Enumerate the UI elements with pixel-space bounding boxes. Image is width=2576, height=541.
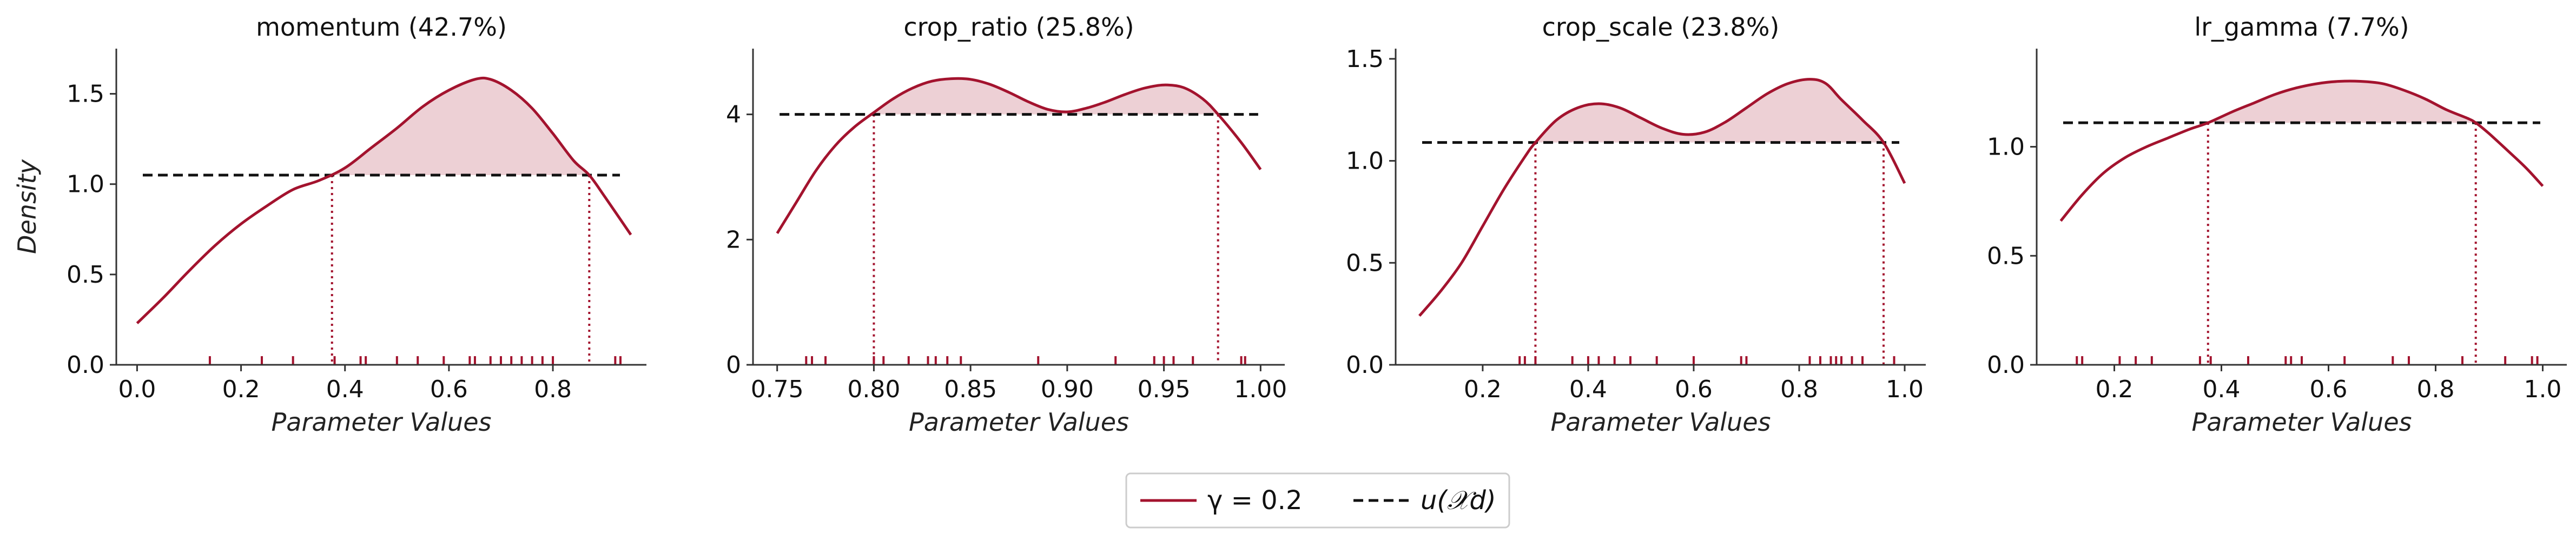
x-tick-label: 0.85 [944, 376, 997, 403]
x-tick-label: 0.2 [2096, 376, 2134, 403]
x-tick-label: 0.6 [1675, 376, 1713, 403]
y-tick-label: 1.0 [1987, 133, 2025, 161]
density-line [776, 77, 1262, 235]
density-line [136, 76, 632, 324]
x-tick-label: 1.0 [2524, 376, 2561, 403]
density-line [1418, 78, 1906, 317]
x-tick-label: 0.6 [430, 376, 468, 403]
x-tick-label: 0.80 [847, 376, 900, 403]
legend-uniform-label: u(𝒳d) [1421, 485, 1496, 516]
y-tick-label: 0.5 [67, 261, 104, 289]
y-tick-label: 0.0 [1987, 351, 2025, 379]
chart-title: crop_scale (23.8%) [1542, 12, 1780, 42]
x-tick-label: 0.6 [2310, 376, 2348, 403]
x-tick-label: 0.8 [534, 376, 572, 403]
x-tick-label: 1.0 [1886, 376, 1924, 403]
x-tick-label: 0.2 [1464, 376, 1502, 403]
x-axis-label: Parameter Values [1551, 408, 1771, 437]
subplot-3: 0.2 0.4 0.6 0.8 1.0 0.0 0.5 1.0 lr_gamma (7.7%) P… [1987, 12, 2567, 437]
y-tick-label: 1.0 [1346, 148, 1384, 175]
x-tick-label: 0.0 [118, 376, 156, 403]
x-tick-label: 0.4 [2203, 376, 2241, 403]
y-tick-label: 0.0 [1346, 351, 1384, 379]
density-fill-region [332, 79, 590, 175]
x-tick-label: 0.8 [1780, 376, 1818, 403]
density-fill-region [1535, 79, 1884, 143]
density-fill-region [874, 78, 1218, 115]
y-tick-label: 0.5 [1346, 249, 1384, 277]
legend: γ = 0.2 u(𝒳d) [1125, 472, 1510, 529]
x-tick-label: 0.4 [1569, 376, 1607, 403]
y-tick-label: 1.5 [67, 81, 104, 108]
x-axis-label: Parameter Values [909, 408, 1129, 437]
x-axis-label: Parameter Values [272, 408, 492, 437]
density-fill-region [2208, 81, 2476, 123]
chart-title: crop_ratio (25.8%) [903, 12, 1134, 42]
subplot-panels: 0.0 0.2 0.4 0.6 0.8 0.0 0.5 1.0 1.5 momentum (42.… [12, 12, 2567, 437]
chart-title: momentum (42.7%) [256, 12, 507, 42]
subplot-0: 0.0 0.2 0.4 0.6 0.8 0.0 0.5 1.0 1.5 momentum (42.… [12, 12, 646, 437]
x-axis-label: Parameter Values [2192, 408, 2412, 437]
x-tick-label: 0.2 [222, 376, 260, 403]
density-line [2059, 79, 2544, 222]
y-tick-label: 2 [726, 226, 741, 253]
chart-title: lr_gamma (7.7%) [2194, 12, 2409, 42]
y-tick-label: 0.5 [1987, 242, 2025, 270]
y-tick-label: 1.5 [1346, 45, 1384, 73]
x-tick-label: 0.95 [1138, 376, 1191, 403]
subplot-2: 0.2 0.4 0.6 0.8 1.0 0.0 0.5 1.0 1.5 crop_scale (2… [1346, 12, 1926, 437]
subplot-1: 0.75 0.80 0.85 0.90 0.95 1.00 0 2 4 crop_ratio (2… [726, 12, 1287, 437]
legend-density-label: γ = 0.2 [1207, 485, 1302, 516]
legend-frame [1125, 472, 1510, 529]
x-tick-label: 0.90 [1041, 376, 1094, 403]
y-tick-label: 1.0 [67, 171, 104, 198]
x-tick-label: 0.75 [751, 376, 804, 403]
x-tick-label: 0.4 [326, 376, 364, 403]
x-tick-label: 1.00 [1234, 376, 1287, 403]
y-tick-label: 4 [726, 101, 741, 129]
y-tick-label: 0.0 [67, 351, 104, 379]
x-tick-label: 0.8 [2416, 376, 2454, 403]
y-tick-label: 0 [726, 351, 741, 379]
y-axis-label: Density [12, 159, 42, 254]
